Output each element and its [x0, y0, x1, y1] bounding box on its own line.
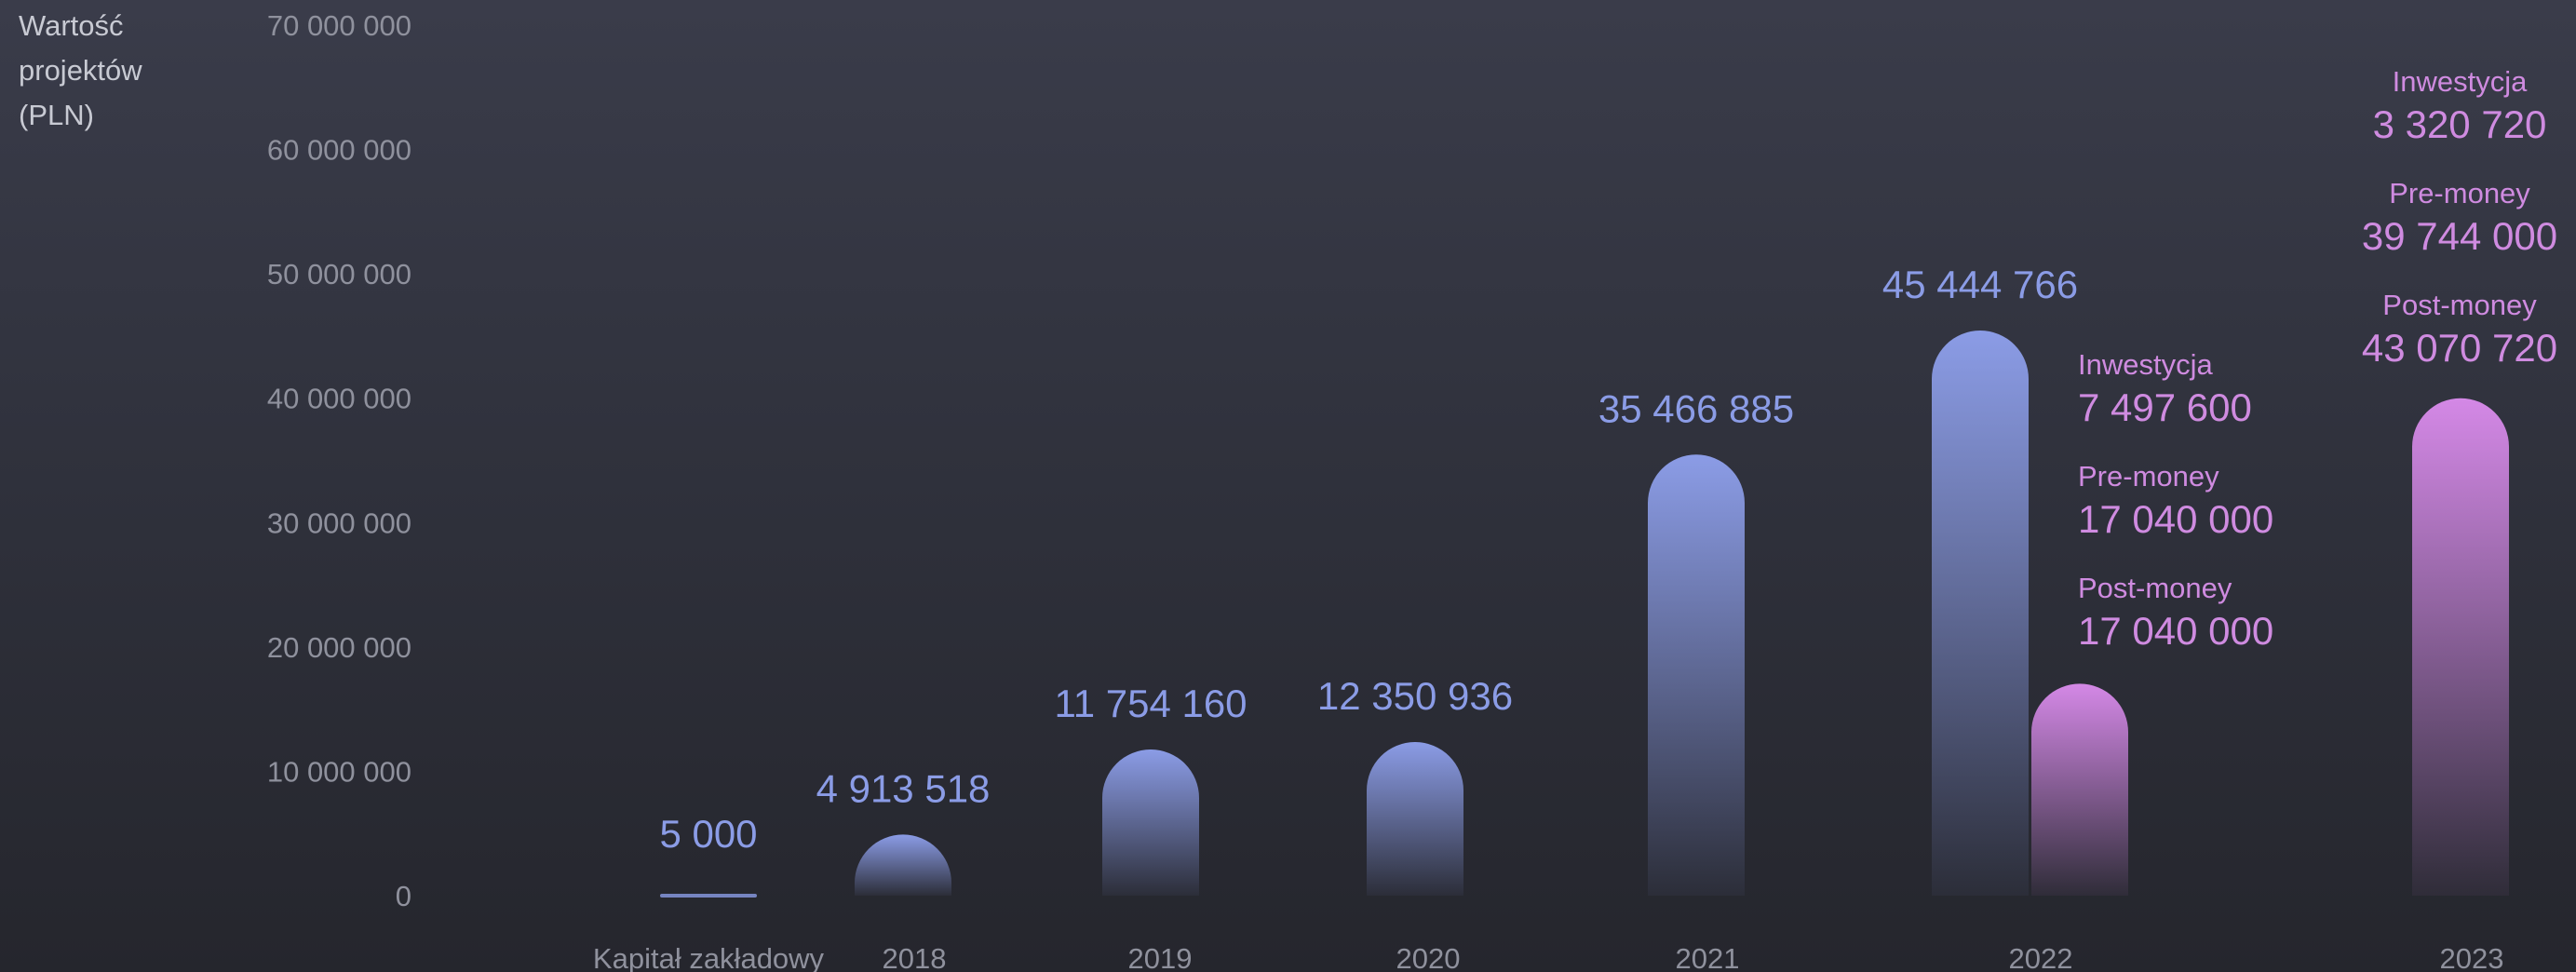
bar	[1102, 749, 1199, 896]
bar-value-label: 4 913 518	[816, 766, 991, 810]
bar	[1648, 454, 1745, 896]
annotation-value: 39 744 000	[2362, 214, 2557, 258]
bar-value-label: 45 444 766	[1882, 263, 2078, 306]
bar-value-label: 35 466 885	[1598, 386, 1794, 430]
x-axis-labels: Kapitał zakładowy 2018 2019 2020 2021 2022 202…	[593, 942, 2504, 972]
annotation-value: 7 497 600	[2078, 385, 2252, 429]
annotation-label: Inwestycja	[2393, 65, 2528, 98]
annotation-label: Post-money	[2382, 289, 2537, 321]
y-tick-label: 0	[396, 880, 411, 912]
bar	[660, 894, 757, 898]
gridlines	[433, 24, 2383, 897]
annotation-block: Inwestycja 3 320 720 Pre-money 39 744 000 Po…	[2362, 65, 2557, 370]
x-category-label: 2019	[1128, 942, 1193, 972]
y-tick-label: 60 000 000	[267, 134, 411, 167]
x-category-label: Kapitał zakładowy	[593, 942, 825, 972]
bar-value-label: 5 000	[659, 812, 757, 856]
y-tick-label: 50 000 000	[267, 258, 411, 290]
bar-value-label: 12 350 936	[1317, 674, 1513, 718]
y-axis-title-line-3: (PLN)	[19, 99, 94, 131]
annotation-label: Pre-money	[2389, 177, 2530, 209]
bar	[1932, 330, 2029, 896]
investment-annotations: Inwestycja 7 497 600 Pre-money 17 040 000 Po…	[2078, 65, 2557, 653]
y-tick-label: 20 000 000	[267, 631, 411, 664]
y-tick-label: 30 000 000	[267, 506, 411, 539]
annotation-label: Inwestycja	[2078, 348, 2213, 381]
bar-value-label: 11 754 160	[1054, 682, 1247, 725]
bar	[1367, 742, 1463, 896]
annotation-label: Pre-money	[2078, 460, 2219, 493]
annotation-block: Inwestycja 7 497 600 Pre-money 17 040 000 Po…	[2078, 348, 2273, 653]
y-tick-label: 70 000 000	[267, 9, 411, 42]
annotation-value: 43 070 720	[2362, 326, 2557, 370]
bar-value-labels: 5 000 4 913 518 11 754 160 12 350 936 35 466…	[659, 263, 2078, 856]
y-axis-title: Wartość projektów (PLN)	[19, 9, 142, 131]
annotation-label: Post-money	[2078, 572, 2232, 604]
y-tick-label: 40 000 000	[267, 383, 411, 415]
annotation-value: 3 320 720	[2373, 102, 2547, 146]
x-category-label: 2021	[1676, 942, 1740, 972]
x-category-label: 2018	[883, 942, 947, 972]
bar	[855, 834, 951, 896]
y-axis-title-line-2: projektów	[19, 54, 142, 87]
bar	[2031, 683, 2128, 896]
x-category-label: 2023	[2440, 942, 2504, 972]
annotation-value: 17 040 000	[2078, 497, 2273, 541]
x-category-label: 2022	[2009, 942, 2073, 972]
y-axis-ticks: 0 10 000 000 20 000 000 30 000 000 40 000 00…	[267, 9, 411, 912]
annotation-value: 17 040 000	[2078, 609, 2273, 653]
y-tick-label: 10 000 000	[267, 755, 411, 788]
bars	[660, 330, 2509, 898]
bar	[2412, 398, 2509, 896]
x-category-label: 2020	[1396, 942, 1461, 972]
y-axis-title-line-1: Wartość	[19, 9, 124, 42]
